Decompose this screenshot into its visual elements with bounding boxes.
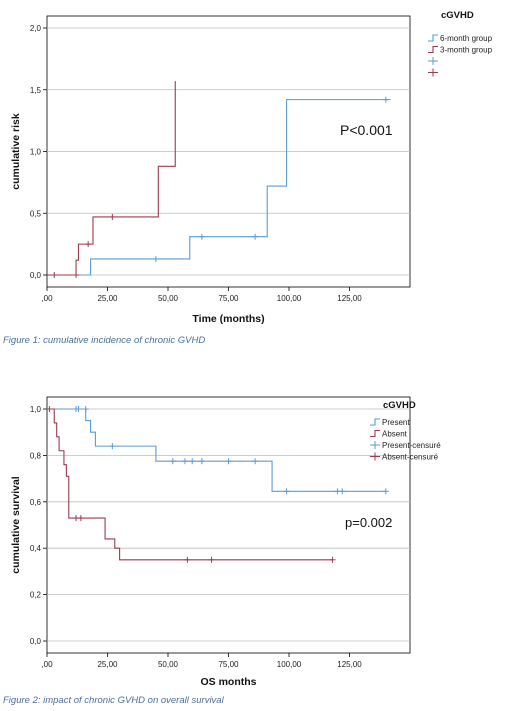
- x-tick-label: 50,00: [158, 660, 179, 669]
- series-line-3-month-group: [47, 81, 176, 276]
- legend-title: cGVHD: [383, 400, 416, 411]
- legend-swatch-line: [428, 34, 438, 42]
- y-tick-label: 0,0: [30, 637, 42, 646]
- legend-title: cGVHD: [441, 10, 474, 21]
- legend-swatch-line: [428, 45, 438, 54]
- x-tick-label: 75,00: [218, 294, 239, 303]
- x-tick-label: 75,00: [218, 660, 239, 669]
- series-line-absent: [47, 408, 333, 561]
- y-tick-label: 1,5: [30, 86, 42, 95]
- x-tick-label: 50,00: [158, 294, 179, 303]
- cumulative-incidence-chart: 0,0 0,5 1,0 1,5 2,0 ,00 25,00 50,00 75,00 100,00 1…: [10, 10, 493, 325]
- y-tick-label: 0,8: [30, 451, 42, 460]
- y-tick-label: 0,5: [30, 209, 42, 218]
- x-tick-label: 125,00: [337, 660, 362, 669]
- legend-entry-label: Present: [382, 418, 410, 427]
- series-line-present: [47, 408, 386, 492]
- legend-entry-label: 6-month group: [440, 34, 493, 43]
- x-tick-label: 100,00: [277, 660, 302, 669]
- legend-entry-label: Absent: [382, 430, 408, 439]
- y-axis-label: cumulative risk: [10, 113, 22, 190]
- series-line-6-month-group: [76, 99, 391, 276]
- x-tick-label: 25,00: [97, 294, 118, 303]
- y-tick-label: 0,0: [30, 271, 42, 280]
- y-tick-label: 0,6: [30, 498, 42, 507]
- x-tick-label: 100,00: [277, 294, 302, 303]
- y-tick-label: 0,2: [30, 591, 42, 600]
- x-tick-label: 125,00: [337, 294, 362, 303]
- y-tick-label: 0,4: [30, 544, 42, 553]
- x-tick-label: 25,00: [97, 660, 118, 669]
- figure-1-caption: Figure 1: cumulative incidence of chroni…: [3, 335, 206, 346]
- x-axis-label: OS months: [200, 676, 256, 688]
- legend-swatch-line: [370, 429, 380, 438]
- legend-entry-label: Present-censuré: [382, 441, 441, 450]
- x-tick-label: ,00: [41, 660, 53, 669]
- p-value-annotation: p=0.002: [345, 515, 392, 530]
- legend-entry-label: 3-month group: [440, 46, 493, 55]
- y-axis-label: cumulative survival: [10, 476, 22, 574]
- x-tick-label: ,00: [41, 294, 53, 303]
- legend-swatch-line: [370, 418, 380, 426]
- y-tick-label: 2,0: [30, 24, 42, 33]
- overall-survival-chart: 0,0 0,2 0,4 0,6 0,8 1,0 ,00 25,00 50,00 75,00 100,…: [10, 396, 441, 688]
- x-axis-label: Time (months): [192, 313, 264, 325]
- y-tick-label: 1,0: [30, 148, 42, 157]
- y-tick-label: 1,0: [30, 405, 42, 414]
- p-value-annotation: P<0.001: [340, 122, 393, 138]
- figure-2-caption: Figure 2: impact of chronic GVHD on over…: [3, 695, 224, 706]
- legend-entry-label: Absent-censuré: [382, 453, 439, 462]
